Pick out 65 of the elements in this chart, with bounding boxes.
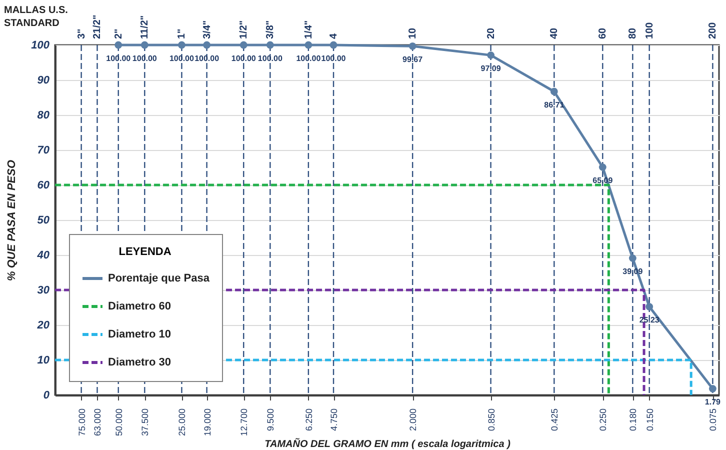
x-tick-label: 75.000	[76, 408, 87, 436]
x-tick-label: 0.180	[628, 408, 638, 432]
x-tick-label: 4.750	[329, 408, 340, 432]
legend-label: Diametro 30	[108, 356, 171, 368]
data-label: 97.09	[480, 64, 502, 74]
x-tick-label: 19.000	[202, 408, 212, 436]
x-tick-label: 50.000	[114, 408, 124, 436]
legend-label: Diametro 10	[108, 328, 171, 340]
legend-label: Diametro 60	[108, 300, 171, 312]
data-label: 1.79	[704, 398, 722, 407]
y-tick-label: 80	[37, 110, 50, 122]
y-tick-label: 100	[31, 40, 50, 52]
y-axis-title: % QUE PASA EN PESO	[6, 160, 18, 282]
data-label: 100.00	[132, 54, 158, 63]
data-label: 99.67	[402, 55, 424, 64]
y-tick-label: 90	[37, 74, 50, 86]
annotation: 10	[408, 27, 419, 39]
x-tick-label: 0.075	[708, 408, 718, 432]
y-tick-label: 70	[37, 144, 50, 156]
x-tick-label: 37.500	[140, 408, 150, 436]
x-tick-label: 0.250	[598, 408, 608, 432]
y-tick-label: 50	[37, 214, 50, 226]
annotation: 21/2"	[92, 14, 104, 39]
annotation: 40	[549, 27, 560, 39]
y-tick-label: 0	[43, 390, 50, 402]
y-tick-label: 10	[37, 354, 50, 366]
legend-title: LEYENDA	[118, 246, 172, 258]
annotation: 2"	[113, 28, 124, 39]
data-label: 100.00	[194, 54, 220, 63]
x-tick-label: 9.500	[266, 408, 276, 432]
x-tick-label: 25.000	[177, 408, 188, 436]
x-axis-title: TAMAÑO DEL GRAMO EN mm ( escala logaritmica )	[264, 438, 512, 450]
x-tick-label: 0.850	[486, 408, 496, 432]
data-label: 100.00	[169, 54, 194, 63]
data-label: 100.00	[321, 54, 346, 63]
annotation: 20	[486, 27, 497, 39]
y-tick-label: 40	[36, 250, 50, 262]
annotation: 3/4"	[202, 20, 213, 39]
y-tick-label: 30	[37, 284, 50, 296]
annotation: 1/2"	[238, 20, 250, 39]
annotation: 1/4"	[303, 20, 314, 39]
data-label: 100.00	[296, 54, 322, 63]
x-tick-label: 63.000	[92, 408, 103, 436]
annotation: 3/8"	[265, 20, 276, 39]
annotation: 80	[628, 27, 639, 39]
data-label: 100.00	[258, 54, 283, 63]
data-label: 25.23	[639, 316, 660, 325]
annotation: 100	[644, 22, 656, 39]
annotation: 1"	[176, 28, 188, 39]
x-tick-label: 0.150	[644, 408, 655, 432]
x-tick-label: 12.700	[239, 408, 250, 436]
legend-label: Porentaje que Pasa	[108, 272, 210, 284]
annotation: 60	[598, 27, 609, 39]
x-tick-label: 0.425	[550, 408, 560, 432]
annotation: 4	[328, 33, 340, 39]
y-tick-label: 20	[36, 320, 50, 332]
annotation: 11/2"	[140, 15, 151, 39]
x-tick-label: 2.000	[408, 408, 418, 432]
data-label: 100.00	[231, 54, 256, 63]
y-tick-label: 60	[37, 180, 50, 192]
text: MALLAS U.S. STANDARD	[4, 5, 68, 29]
x-tick-label: 6.250	[304, 408, 314, 432]
data-label: 100.00	[106, 54, 132, 63]
annotation: 3"	[76, 28, 88, 39]
annotation: 200	[708, 22, 719, 39]
